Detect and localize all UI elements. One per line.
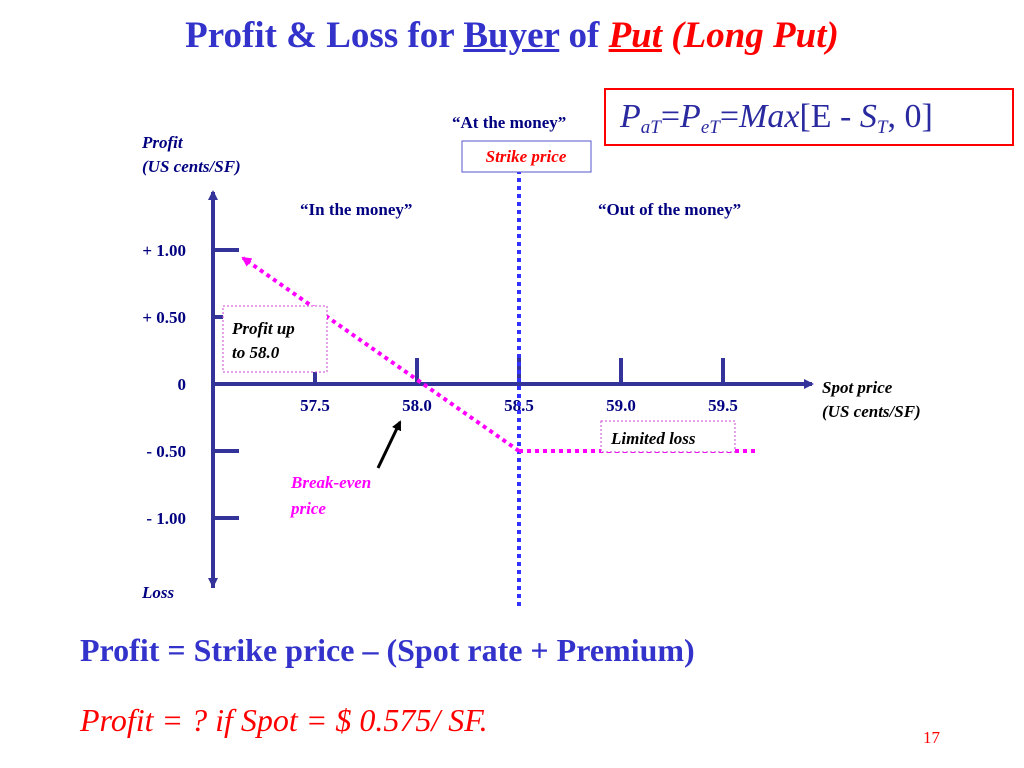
title-part-3: of <box>559 15 609 56</box>
x-tick-label-0: 57.5 <box>300 396 330 415</box>
y-axis-loss-label: Loss <box>141 583 175 602</box>
formula-eq1: = <box>660 98 681 135</box>
formula-sub-at: aT <box>640 117 661 138</box>
y-tick-label-4: - 1.00 <box>146 509 186 528</box>
limited-loss-label: Limited loss <box>610 429 696 448</box>
x-tick-label-4: 59.5 <box>708 396 738 415</box>
y-axis-label-line1: Profit <box>141 133 184 152</box>
x-tick-label-3: 59.0 <box>606 396 636 415</box>
profit-up-line2: to 58.0 <box>232 343 280 362</box>
profit-up-box <box>222 305 328 373</box>
x-tick-label-1: 58.0 <box>402 396 432 415</box>
out-of-the-money-label: “Out of the money” <box>598 200 741 219</box>
slide-title: Profit & Loss for Buyer of Put (Long Put… <box>0 14 1024 57</box>
formula-sub-et: eT <box>700 117 720 138</box>
x-axis-label-line2: (US cents/SF) <box>822 402 921 421</box>
profit-question: Profit = ? if Spot = $ 0.575/ SF. <box>80 702 488 738</box>
title-part-1: Profit & Loss for <box>185 15 464 56</box>
strike-price-box <box>461 140 592 173</box>
at-the-money-label: “At the money” <box>452 113 566 132</box>
payoff-formula-box: PaT=PeT=Max[E - ST, 0] <box>604 88 1014 146</box>
title-buyer: Buyer <box>463 15 560 56</box>
limited-loss-box <box>600 420 736 453</box>
formula-s: S <box>859 98 877 135</box>
profit-up-line1: Profit up <box>231 319 295 338</box>
in-the-money-label: “In the money” <box>300 200 412 219</box>
formula-max: Max <box>739 98 800 135</box>
formula-tail: , 0] <box>887 98 933 135</box>
title-put: Put <box>608 15 663 56</box>
slide-number: 17 <box>923 728 940 747</box>
strike-price-label: Strike price <box>486 147 567 166</box>
break-even-line1: Break-even <box>290 473 371 492</box>
formula-bracket: [E - <box>799 98 860 135</box>
payoff-line-profit-segment <box>241 256 521 453</box>
formula-sub-t: T <box>876 117 888 138</box>
formula-p: P <box>620 98 641 135</box>
y-tick-label-3: - 0.50 <box>146 442 186 461</box>
y-tick-label-0: + 1.00 <box>142 241 186 260</box>
formula-eq2: = <box>719 98 740 135</box>
y-axis-label-line2: (US cents/SF) <box>142 157 241 176</box>
y-tick-label-1: + 0.50 <box>142 308 186 327</box>
y-tick-label-2: 0 <box>178 375 187 394</box>
x-axis-label-line1: Spot price <box>822 378 893 397</box>
formula-p2: P <box>680 98 701 135</box>
title-long-put: (Long Put) <box>662 15 839 56</box>
break-even-arrow <box>376 420 402 469</box>
break-even-line2: price <box>289 499 326 518</box>
profit-equation: Profit = Strike price – (Spot rate + Pre… <box>80 632 695 668</box>
